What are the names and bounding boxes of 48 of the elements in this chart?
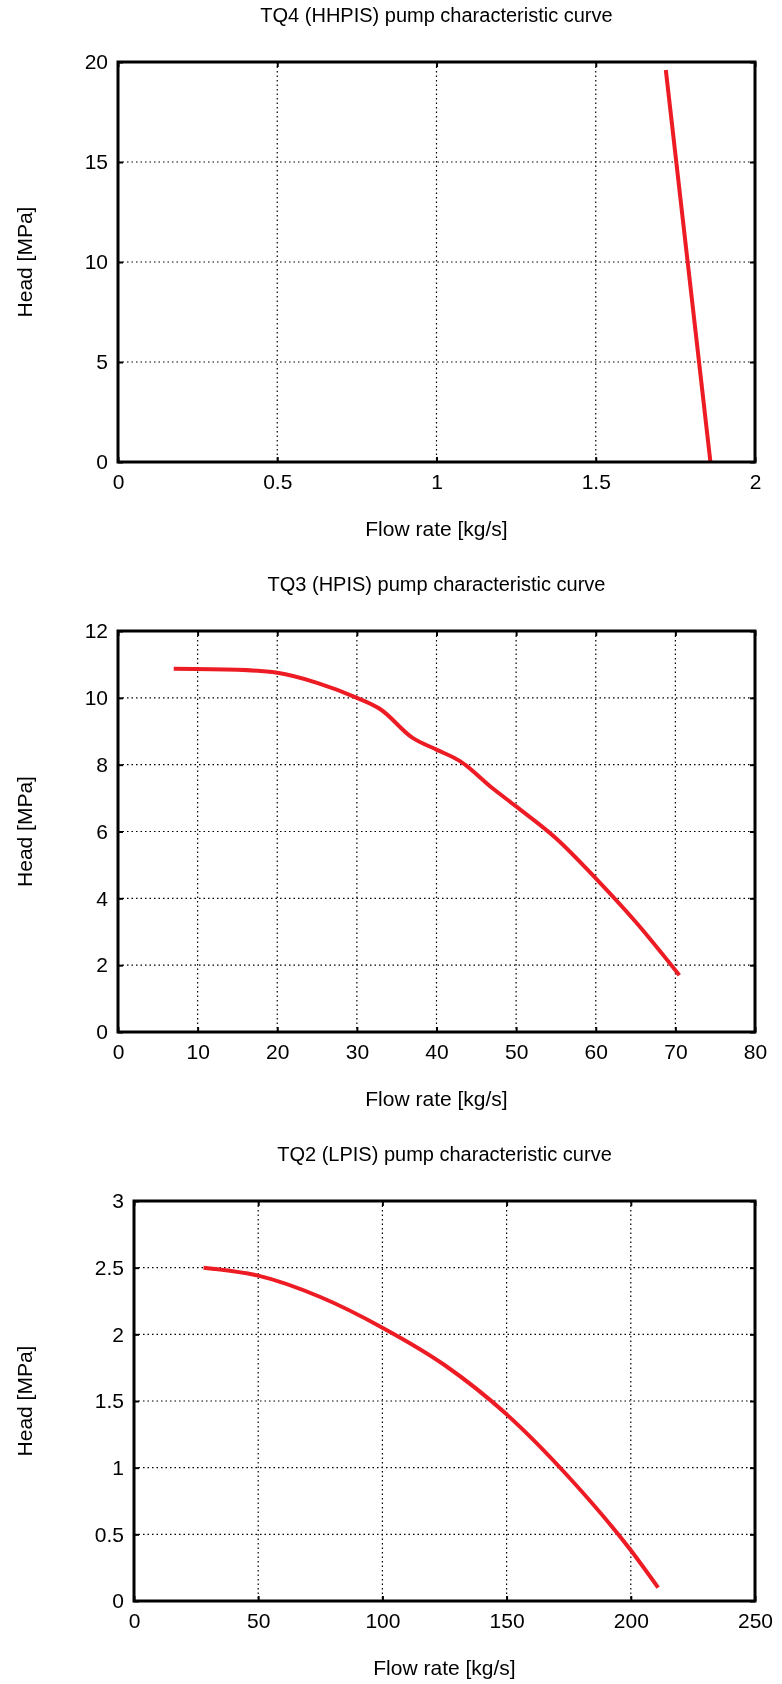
x-axis-title: Flow rate [kg/s] xyxy=(373,1656,516,1679)
x-tick-label: 50 xyxy=(247,1608,271,1632)
x-axis-title: Flow rate [kg/s] xyxy=(365,517,508,540)
y-tick-label: 0 xyxy=(112,1589,124,1613)
x-tick-label: 60 xyxy=(584,1039,608,1063)
y-axis-title: Head [MPa] xyxy=(13,776,36,887)
y-tick-label: 8 xyxy=(96,752,108,776)
x-tick-label: 80 xyxy=(743,1039,768,1063)
x-tick-label: 100 xyxy=(365,1608,401,1632)
x-tick-label: 1 xyxy=(431,469,443,493)
x-axis-title: Flow rate [kg/s] xyxy=(365,1087,508,1110)
x-tick-label: 200 xyxy=(613,1608,649,1632)
y-tick-label: 5 xyxy=(96,350,108,374)
x-tick-label: 0.5 xyxy=(263,469,293,493)
y-tick-label: 2 xyxy=(112,1322,124,1346)
y-axis-title: Head [MPa] xyxy=(13,206,36,318)
x-tick-label: 40 xyxy=(425,1039,449,1063)
chart-title: TQ4 (HHPIS) pump characteristic curve xyxy=(260,4,613,26)
y-tick-label: 15 xyxy=(84,150,108,174)
x-tick-label: 30 xyxy=(345,1039,370,1063)
y-tick-label: 12 xyxy=(84,619,108,643)
chart-title: TQ3 (HPIS) pump characteristic curve xyxy=(267,573,606,595)
x-tick-label: 20 xyxy=(266,1039,290,1063)
y-axis-title: Head [MPa] xyxy=(13,1345,36,1457)
y-tick-label: 2.5 xyxy=(94,1255,124,1279)
x-tick-label: 10 xyxy=(186,1039,210,1063)
x-tick-label: 50 xyxy=(504,1039,529,1063)
y-tick-label: 2 xyxy=(96,953,108,977)
y-tick-label: 4 xyxy=(96,886,109,910)
y-tick-label: 10 xyxy=(84,686,108,710)
x-tick-label: 1.5 xyxy=(581,469,611,493)
x-tick-label: 2 xyxy=(749,469,762,493)
chart-title: TQ2 (LPIS) pump characteristic curve xyxy=(277,1143,612,1165)
x-tick-label: 70 xyxy=(664,1039,688,1063)
x-tick-label: 250 xyxy=(737,1608,774,1632)
y-tick-label: 3 xyxy=(112,1189,124,1213)
y-tick-label: 1 xyxy=(112,1455,124,1479)
y-tick-label: 20 xyxy=(84,50,108,74)
line-series xyxy=(201,1265,661,1590)
x-tick-label: 0 xyxy=(128,1608,141,1632)
line-series xyxy=(171,666,682,978)
x-tick-label: 150 xyxy=(489,1608,525,1632)
y-tick-label: 10 xyxy=(84,250,108,274)
y-tick-label: 0.5 xyxy=(94,1522,124,1546)
y-tick-label: 1.5 xyxy=(94,1389,124,1413)
y-tick-label: 0 xyxy=(96,1020,108,1044)
y-tick-label: 0 xyxy=(96,450,108,474)
y-tick-label: 6 xyxy=(96,819,108,843)
